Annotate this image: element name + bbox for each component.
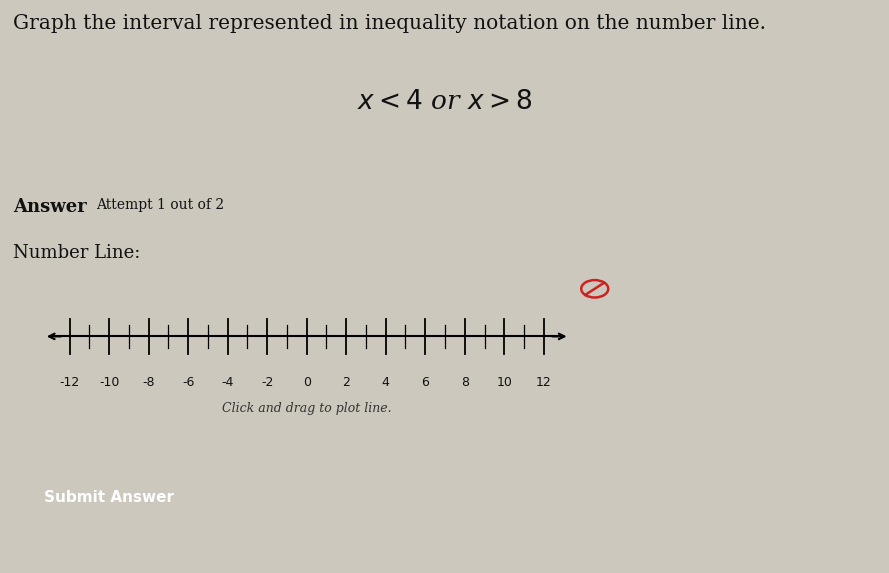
- Text: 4: 4: [381, 376, 389, 389]
- Text: -2: -2: [261, 376, 274, 389]
- Text: 0: 0: [303, 376, 310, 389]
- Text: Submit Answer: Submit Answer: [44, 490, 174, 505]
- Text: Attempt 1 out of 2: Attempt 1 out of 2: [96, 198, 224, 211]
- Text: Graph the interval represented in inequality notation on the number line.: Graph the interval represented in inequa…: [13, 14, 766, 33]
- Text: Number Line:: Number Line:: [13, 244, 140, 261]
- Text: 10: 10: [496, 376, 512, 389]
- Text: Click and drag to plot line.: Click and drag to plot line.: [222, 402, 391, 415]
- Text: 2: 2: [342, 376, 350, 389]
- Text: -12: -12: [60, 376, 80, 389]
- Text: -6: -6: [182, 376, 195, 389]
- Text: 12: 12: [536, 376, 552, 389]
- Text: 8: 8: [461, 376, 469, 389]
- Text: -10: -10: [99, 376, 119, 389]
- Text: -8: -8: [142, 376, 155, 389]
- Text: 6: 6: [421, 376, 429, 389]
- Text: -4: -4: [221, 376, 234, 389]
- Text: Answer: Answer: [13, 198, 87, 215]
- Text: $x < 4$ or $x > 8$: $x < 4$ or $x > 8$: [356, 89, 533, 114]
